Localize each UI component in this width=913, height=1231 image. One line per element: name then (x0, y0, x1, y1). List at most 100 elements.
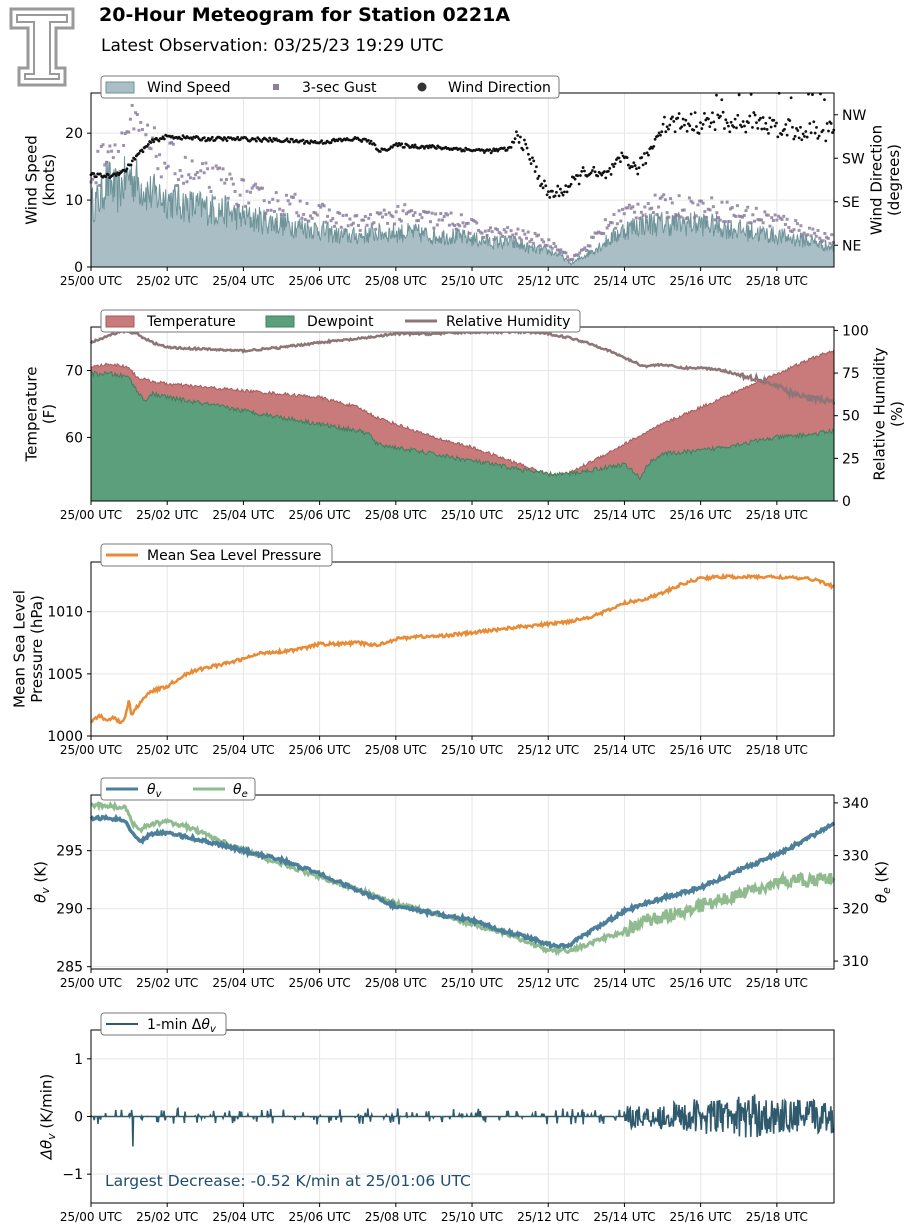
legend-label: θv (147, 782, 163, 800)
gust-point (638, 216, 642, 220)
theta-legend: θv θe (100, 777, 256, 801)
gust-point (549, 245, 553, 249)
wind-direction-point (677, 112, 681, 115)
plot-frame (90, 561, 835, 737)
dewpoint-area-edge (91, 370, 835, 481)
wind-direction-point (693, 111, 697, 115)
wind-direction-point (701, 122, 705, 126)
wind-direction-point (829, 122, 833, 125)
wind-direction-point (780, 133, 784, 136)
gust-point (523, 232, 527, 236)
wind-direction-point (524, 142, 528, 146)
wind-direction-point (400, 142, 404, 146)
gust-point (236, 203, 240, 207)
wind-direction-point (600, 173, 604, 177)
wind-direction-point (737, 93, 741, 97)
gust-point (398, 217, 402, 221)
wind-direction-point (776, 135, 780, 139)
wind-direction-point (545, 193, 549, 197)
wind-direction-point (491, 149, 494, 153)
wind-legend: Wind Speed 3-sec Gust Wind Direction (100, 75, 560, 99)
gust-point (528, 240, 532, 244)
wind-direction-point (555, 190, 558, 194)
wind-direction-point (741, 120, 745, 123)
wind-direction-point (700, 127, 704, 130)
wind-direction-point (641, 163, 645, 167)
wind-direction-point (709, 121, 713, 125)
gust-point (607, 223, 611, 227)
wind-direction-point (728, 130, 732, 134)
wind-direction-point (236, 135, 240, 139)
wind-direction-point (509, 145, 513, 149)
gust-point (591, 235, 595, 239)
wind-direction-point (752, 111, 756, 114)
gust-point (597, 230, 601, 234)
gust-point (238, 193, 242, 197)
y-tick-label: 70 (65, 364, 83, 380)
y-tick-label: 295 (56, 844, 83, 860)
gust-point (406, 210, 410, 214)
dewpoint-area (91, 371, 834, 501)
wind-direction-point (816, 136, 820, 140)
x-tick-label: 25/14 UTC (593, 508, 655, 522)
gust-point (343, 228, 347, 232)
y-tick-label: 290 (56, 902, 83, 918)
gust-point (590, 235, 594, 239)
gust-point (139, 120, 143, 124)
gust-point (643, 205, 647, 209)
gust-point (519, 238, 523, 242)
gust-point (430, 211, 434, 215)
gust-point (614, 226, 618, 230)
gust-point (763, 210, 767, 214)
gust-point (699, 199, 703, 203)
gust-point (312, 210, 316, 214)
gust-point (247, 201, 251, 205)
wind-direction-point (733, 117, 737, 121)
y-axis-label-text: θv (K) (31, 861, 52, 903)
wind-direction-point (137, 152, 141, 155)
gust-point (420, 216, 424, 220)
wind-direction-point (543, 179, 546, 183)
gust-point (639, 210, 643, 214)
wind-direction-point (426, 146, 430, 150)
wind-direction-point (793, 134, 797, 138)
x-tick-label: 25/12 UTC (517, 508, 579, 522)
y-axis-label-line: Mean Sea Level (11, 590, 29, 708)
gust-point (346, 224, 350, 228)
page-subtitle: Latest Observation: 03/25/23 19:29 UTC (101, 36, 444, 56)
wind-direction-point (577, 182, 581, 186)
wind-direction-point (206, 136, 210, 140)
gust-point (751, 213, 755, 217)
wind-direction-point (617, 156, 621, 160)
wind-direction-point (743, 124, 746, 128)
wind-direction-point (569, 182, 573, 186)
wind-direction-point (797, 136, 801, 140)
gust-point (271, 197, 275, 201)
gust-point (274, 191, 278, 195)
y-tick-label-right: 310 (842, 954, 869, 970)
x-tick-label: 25/06 UTC (289, 274, 351, 288)
gust-point (303, 218, 307, 222)
gust-point (600, 232, 604, 236)
x-tick-label: 25/10 UTC (441, 743, 503, 757)
wind-direction-point (556, 184, 560, 188)
x-tick-label: 25/12 UTC (517, 274, 579, 288)
gust-point (218, 166, 222, 170)
gust-point (125, 130, 129, 134)
wind-direction-point (580, 170, 584, 173)
wind-direction-point (824, 139, 828, 143)
gust-point (605, 226, 609, 230)
gust-point (499, 232, 503, 236)
gust-point (146, 123, 150, 127)
x-tick-label: 25/18 UTC (746, 976, 808, 990)
gust-point (691, 201, 695, 205)
delta-theta-line (90, 1094, 835, 1147)
gust-point (211, 166, 215, 170)
x-tick-label: 25/04 UTC (212, 1210, 274, 1224)
x-tick-label: 25/14 UTC (593, 976, 655, 990)
x-tick-label: 25/00 UTC (60, 508, 122, 522)
gust-point (746, 205, 750, 209)
wind-direction-point (202, 136, 206, 140)
gust-point (242, 178, 246, 182)
wind-direction-point (661, 122, 665, 126)
